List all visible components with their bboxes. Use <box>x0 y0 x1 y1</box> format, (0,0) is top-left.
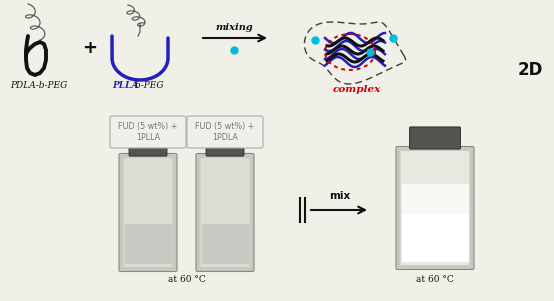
Text: 2D: 2D <box>517 61 543 79</box>
FancyBboxPatch shape <box>402 214 469 262</box>
FancyBboxPatch shape <box>129 136 167 156</box>
Text: +: + <box>83 39 98 57</box>
FancyBboxPatch shape <box>396 147 474 269</box>
Text: FUD (5 wt%) +
1PLLA: FUD (5 wt%) + 1PLLA <box>119 122 178 142</box>
FancyBboxPatch shape <box>196 154 254 272</box>
FancyBboxPatch shape <box>125 224 172 264</box>
Text: complex: complex <box>333 85 381 94</box>
Text: mix: mix <box>330 191 351 201</box>
FancyBboxPatch shape <box>401 151 469 265</box>
FancyBboxPatch shape <box>124 158 172 267</box>
Text: at 60 °C: at 60 °C <box>168 275 206 284</box>
FancyArrowPatch shape <box>203 35 265 41</box>
Text: at 60 °C: at 60 °C <box>416 275 454 284</box>
FancyBboxPatch shape <box>206 136 244 156</box>
FancyBboxPatch shape <box>110 116 186 148</box>
Text: PLLA: PLLA <box>112 81 138 90</box>
Text: FUD (5 wt%) +
1PDLA: FUD (5 wt%) + 1PDLA <box>196 122 255 142</box>
FancyArrowPatch shape <box>311 207 365 213</box>
FancyBboxPatch shape <box>119 154 177 272</box>
Text: PDLA-b-PEG: PDLA-b-PEG <box>10 81 68 90</box>
FancyBboxPatch shape <box>187 116 263 148</box>
Text: -b-PEG: -b-PEG <box>133 81 165 90</box>
Text: mixing: mixing <box>215 23 253 33</box>
FancyBboxPatch shape <box>201 158 249 267</box>
FancyBboxPatch shape <box>402 184 469 262</box>
FancyBboxPatch shape <box>409 127 460 149</box>
FancyBboxPatch shape <box>202 224 249 264</box>
